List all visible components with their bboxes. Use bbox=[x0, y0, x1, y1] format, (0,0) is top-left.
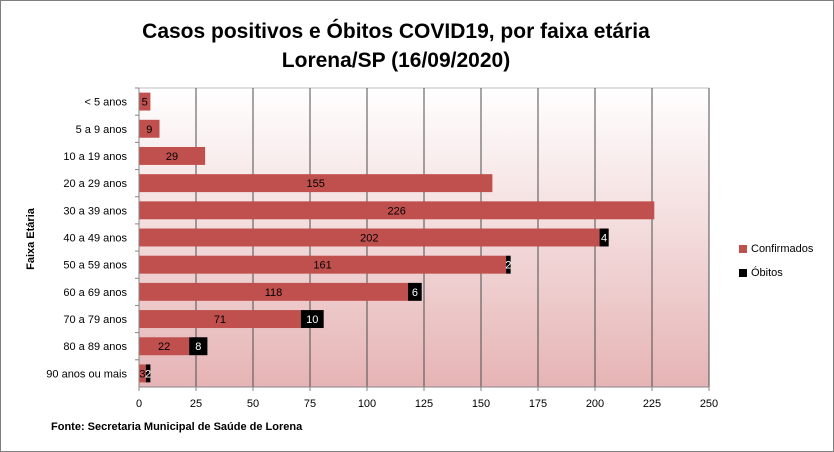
category-label: 10 a 19 anos bbox=[63, 151, 127, 163]
data-label-obitos: 8 bbox=[195, 341, 201, 353]
bar-obitos bbox=[145, 364, 151, 383]
category-label: 30 a 39 anos bbox=[63, 205, 127, 217]
bar-confirmados bbox=[139, 228, 600, 247]
x-tick-label: 50 bbox=[247, 398, 259, 410]
x-tick-label: 200 bbox=[586, 398, 604, 410]
category-label: 20 a 29 anos bbox=[63, 178, 127, 190]
chart-title-line1: Casos positivos e Óbitos COVID19, por fa… bbox=[142, 20, 650, 43]
data-label-obitos: 2 bbox=[145, 368, 151, 380]
data-label-obitos: 4 bbox=[601, 233, 607, 245]
category-label: 5 a 9 anos bbox=[76, 124, 128, 136]
bar-confirmados bbox=[139, 364, 146, 383]
x-tick-label: 75 bbox=[304, 398, 316, 410]
data-label-confirmados: 71 bbox=[214, 314, 226, 326]
chart-title: Casos positivos e Óbitos COVID19, por fa… bbox=[1, 17, 791, 75]
bar-confirmados bbox=[139, 337, 190, 356]
legend-swatch-obitos bbox=[739, 269, 747, 278]
bar-confirmados bbox=[139, 310, 301, 329]
bar-obitos bbox=[300, 310, 324, 329]
data-label-confirmados: 118 bbox=[265, 287, 283, 299]
data-label-confirmados: 5 bbox=[142, 97, 148, 109]
legend-swatch-confirmados bbox=[739, 245, 747, 254]
bar-obitos bbox=[408, 282, 422, 301]
legend-label-confirmados: Confirmados bbox=[751, 243, 814, 255]
bar-confirmados bbox=[139, 255, 507, 274]
x-tick-label: 175 bbox=[529, 398, 547, 410]
x-tick-label: 100 bbox=[358, 398, 376, 410]
bar-confirmados bbox=[139, 146, 206, 165]
category-label: 80 a 89 anos bbox=[63, 341, 127, 353]
legend-item-confirmados: Confirmados bbox=[739, 243, 813, 255]
data-label-confirmados: 161 bbox=[313, 260, 331, 272]
bar-confirmados bbox=[139, 119, 160, 138]
data-label-obitos: 2 bbox=[505, 260, 511, 272]
source-note: Fonte: Secretaria Municipal de Saúde de … bbox=[51, 421, 303, 433]
legend-label-obitos: Óbitos bbox=[751, 267, 783, 279]
bar-confirmados bbox=[139, 92, 151, 111]
x-tick-label: 25 bbox=[190, 398, 202, 410]
bar-confirmados bbox=[139, 174, 493, 193]
category-label: < 5 anos bbox=[84, 97, 127, 109]
chart-title-line2: Lorena/SP (16/09/2020) bbox=[281, 49, 511, 72]
data-label-confirmados: 29 bbox=[166, 151, 178, 163]
data-label-obitos: 6 bbox=[412, 287, 418, 299]
category-label: 40 a 49 anos bbox=[63, 233, 127, 245]
data-label-confirmados: 3 bbox=[139, 368, 145, 380]
y-axis-title: Faixa Etária bbox=[25, 207, 37, 270]
data-label-confirmados: 226 bbox=[387, 205, 405, 217]
data-label-obitos: 10 bbox=[306, 314, 318, 326]
data-label-confirmados: 22 bbox=[158, 341, 170, 353]
legend-item-obitos: Óbitos bbox=[739, 267, 783, 279]
x-tick-label: 250 bbox=[700, 398, 718, 410]
bar-obitos bbox=[599, 228, 609, 247]
data-label-confirmados: 9 bbox=[146, 124, 152, 136]
bar-obitos bbox=[189, 337, 208, 356]
category-label: 60 a 69 anos bbox=[63, 287, 127, 299]
category-label: 70 a 79 anos bbox=[63, 314, 127, 326]
data-label-confirmados: 202 bbox=[360, 233, 378, 245]
x-tick-label: 225 bbox=[643, 398, 661, 410]
x-tick-label: 0 bbox=[136, 398, 142, 410]
data-label-confirmados: 155 bbox=[307, 178, 325, 190]
bar-obitos bbox=[506, 255, 511, 274]
bar-confirmados bbox=[139, 201, 655, 220]
x-tick-label: 125 bbox=[415, 398, 433, 410]
bar-confirmados bbox=[139, 282, 409, 301]
category-label: 90 anos ou mais bbox=[46, 368, 127, 380]
x-tick-label: 150 bbox=[472, 398, 490, 410]
category-label: 50 a 59 anos bbox=[63, 260, 127, 272]
